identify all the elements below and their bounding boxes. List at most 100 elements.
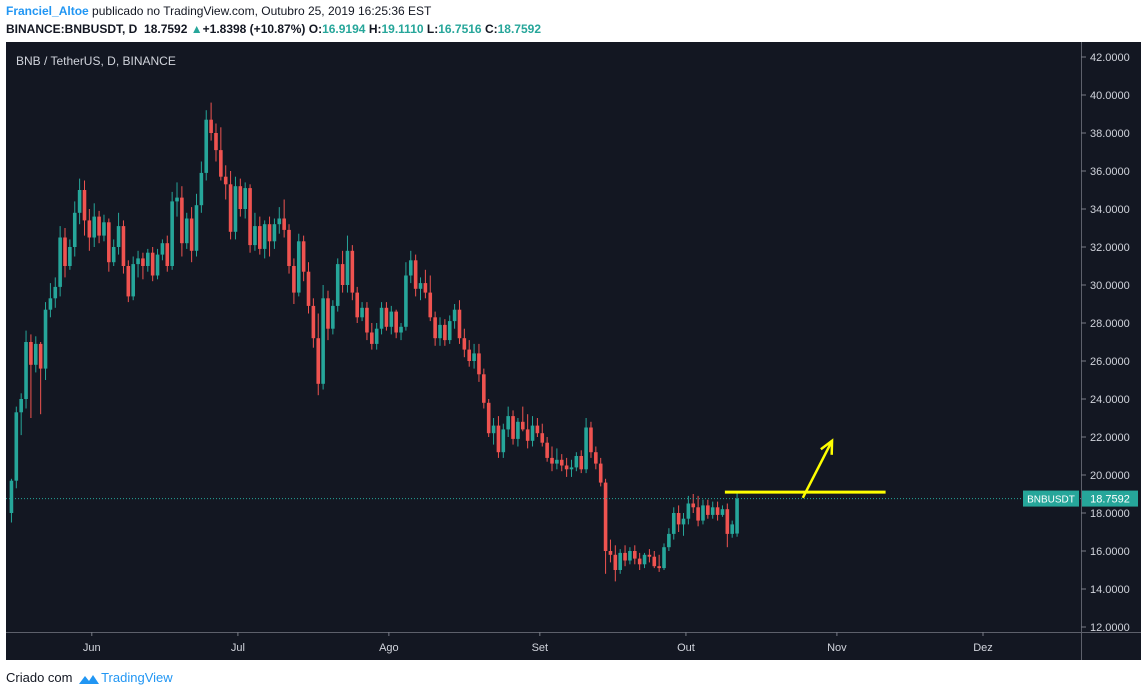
candle-body [428,292,433,318]
candle-body [584,427,588,470]
footer-brand-link[interactable]: TradingView [101,670,173,685]
candle-body [131,264,135,297]
y-tick-label: 30.0000 [1090,280,1130,292]
y-tick-label: 34.0000 [1090,204,1130,216]
candle-body [438,324,442,339]
candle-body [43,309,48,369]
candle-body [379,307,384,329]
candle-body [467,349,472,361]
y-axis[interactable]: 12.0000 14.0000 16.0000 18.0000 20.0000 22.00… [1081,52,1130,634]
low-label: L: [426,22,439,36]
candle-body [579,456,584,470]
candle-body [267,224,272,242]
candle-body [491,425,496,434]
candle-body [14,412,19,481]
candle-body [296,241,301,293]
y-tick-label: 14.0000 [1090,584,1130,596]
candle-body [282,218,286,230]
candle-body [423,283,428,293]
price-tag-value: 18.7592 [1090,494,1130,506]
candle-body [691,503,696,508]
x-tick-label: Out [677,642,695,654]
candle-body [681,518,686,525]
candle-body [710,507,715,515]
candle-body [657,566,661,569]
candle-body [394,311,398,333]
x-tick-label: Nov [827,642,847,654]
candle-body [389,311,394,327]
candle-body [340,264,345,285]
candle-body [720,509,725,515]
price-tag-box [1082,490,1138,507]
candle-body [671,513,676,534]
candle-body [272,224,277,242]
candle-body [111,247,116,263]
candle-body [530,425,535,441]
candle-body [384,307,389,327]
candle-body [223,176,228,185]
candle-body [569,467,574,470]
candle-body [262,224,267,249]
candle-body [370,332,374,344]
candle-body [350,250,355,293]
close-label: C: [484,22,498,36]
high-label: H: [368,22,382,36]
candle-body [199,172,204,206]
publication-text: publicado no TradingView.com, Outubro 25… [92,4,432,18]
candle-body [501,429,506,453]
candle-body [540,433,545,443]
x-axis[interactable]: Jun Jul Ago Set Out Nov Dez [83,632,993,654]
y-tick-label: 28.0000 [1090,318,1130,330]
candle-body [623,552,627,561]
candle-body [360,307,364,318]
candle-body [642,554,647,565]
author-link[interactable]: Franciel_Altoe [6,4,89,18]
candle-body [662,547,666,569]
candle-body [598,463,603,483]
candle-body [194,205,199,251]
candle-body [9,480,14,513]
symbol-summary: BINANCE:BNBUSDT, D 18.7592 ▲+1.8398 (+10… [6,22,541,36]
candle-body [374,328,379,344]
candle-body [452,309,457,322]
candle-body [311,305,316,339]
candle-body [477,353,481,375]
y-tick-label: 16.0000 [1090,546,1130,558]
candle-body [184,218,189,244]
chart-container[interactable]: 12.0000 14.0000 16.0000 18.0000 20.0000 22.00… [6,42,1141,660]
candle-body [418,283,423,289]
candle-body [243,188,247,209]
candle-body [628,551,632,561]
candlestick-chart[interactable]: 12.0000 14.0000 16.0000 18.0000 20.0000 22.00… [6,42,1141,660]
candle-body [706,505,710,515]
y-tick-label: 22.0000 [1090,432,1130,444]
candle-body [38,343,43,369]
y-tick-label: 42.0000 [1090,52,1130,64]
candle-body [150,252,155,276]
x-tick-label: Set [532,642,549,654]
tradingview-logo-icon [79,674,100,684]
candle-body [608,551,613,555]
candle-body [550,457,554,464]
candle-body [331,305,335,329]
candle-body [535,425,540,434]
candle-body [511,416,515,439]
y-tick-label: 12.0000 [1090,622,1130,634]
x-tick-label: Ago [379,642,399,654]
y-tick-label: 24.0000 [1090,394,1130,406]
price-change: +1.8398 (+10.87%) [202,22,306,36]
candle-body [472,353,476,361]
candle-body [326,298,330,329]
candle-body [482,374,486,403]
candle-body [82,190,87,221]
candle-body [180,197,184,244]
candle-body [433,317,437,339]
candle-body [160,243,165,255]
candle-body [87,220,92,238]
footer-prefix: Criado com [6,670,73,685]
candle-body [574,456,579,468]
candle-body [365,307,369,333]
candle-body [97,216,101,236]
candle-body [258,226,262,249]
candle-body [701,505,705,521]
